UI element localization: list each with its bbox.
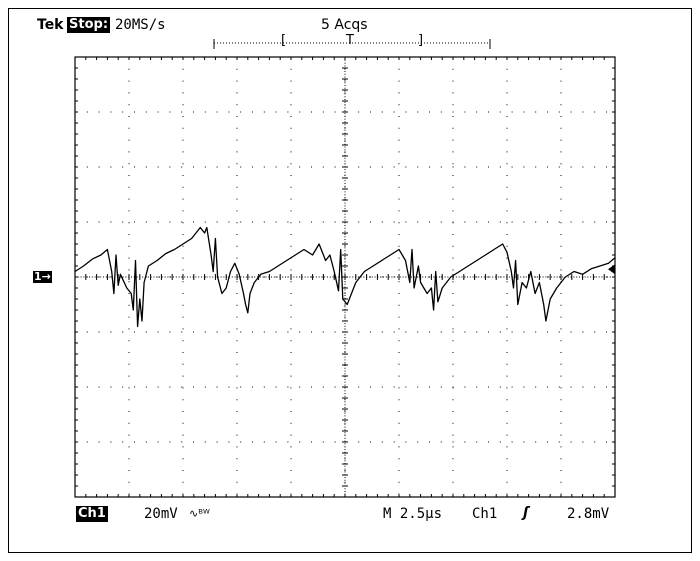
channel-1-ground-marker: 1→ (33, 270, 52, 283)
timebase-label: M 2.5µs (383, 506, 443, 522)
sample-rate-label: 20MS/s (115, 17, 166, 33)
scope-display (74, 39, 616, 498)
channel-badge: Ch1 (76, 506, 108, 522)
trigger-slope-icon: ʃ (523, 505, 529, 521)
acquisitions-label: 5 Acqs (321, 17, 368, 33)
trigger-level-label: 2.8mV (567, 506, 610, 522)
bandwidth-limit-icon: ∿ᴮᵂ (189, 507, 210, 520)
waveform-trace-layer (74, 226, 616, 328)
record-left-bracket: [ (281, 33, 287, 48)
graticule (74, 56, 616, 498)
trigger-position-marker: T (346, 33, 354, 48)
record-length-indicator (213, 39, 491, 49)
record-right-bracket: ] (418, 33, 424, 48)
oscilloscope-screenshot: Tek Stop: 20MS/s 5 Acqs [ T ] 1→ Ch1 20m… (8, 8, 692, 553)
brand-label: Tek (37, 17, 64, 33)
trigger-source-label: Ch1 (472, 506, 498, 522)
trigger-level-arrow-icon (608, 264, 615, 275)
volts-per-div-label: 20mV (144, 506, 178, 522)
acquisition-state-badge: Stop: (67, 17, 111, 33)
waveform-trace (74, 226, 616, 328)
